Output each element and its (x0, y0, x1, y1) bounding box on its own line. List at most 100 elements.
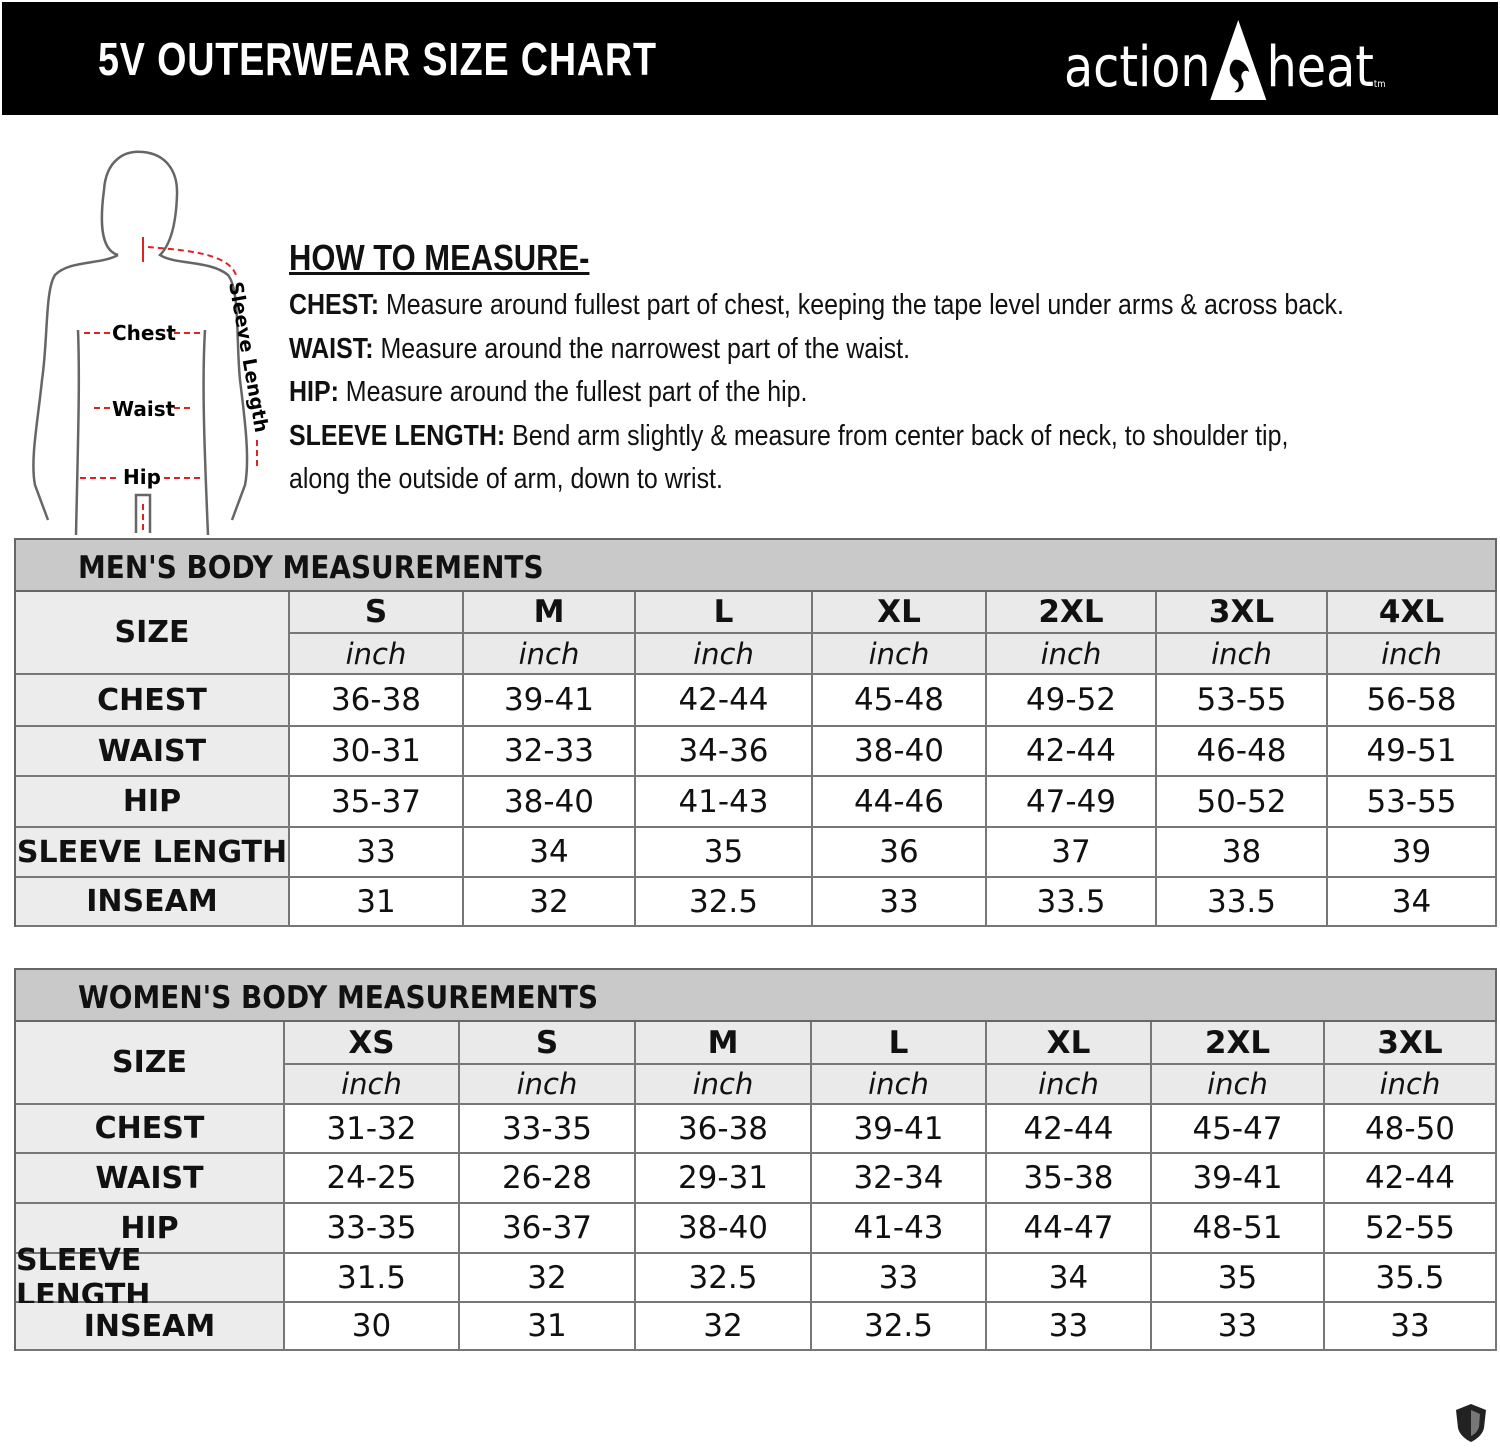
header-bar: 5V OUTERWEAR SIZE CHART action heat tm (2, 2, 1498, 115)
unit-label: inch (464, 634, 636, 675)
measure-term: WAIST: (289, 332, 374, 365)
table-cell: 44-46 (813, 777, 987, 828)
table-cell: 33-35 (460, 1105, 636, 1154)
table-cell: 42-44 (636, 675, 813, 727)
table-cell: 34 (1328, 878, 1497, 927)
table-cell: 39-41 (812, 1105, 987, 1154)
measure-term: SLEEVE LENGTH: (289, 419, 506, 452)
table-cell: 33 (812, 1254, 987, 1303)
measure-instruction: WAIST: Measure around the narrowest part… (289, 328, 1344, 372)
table-cell: 32.5 (636, 1254, 812, 1303)
table-cell: 31 (460, 1303, 636, 1351)
measure-text: Measure around the narrowest part of the… (373, 332, 911, 365)
table-cell: 45-47 (1152, 1105, 1325, 1154)
table-cell: 38-40 (813, 727, 987, 777)
waist-label: Waist (112, 397, 176, 421)
unit-label: inch (1152, 1065, 1325, 1105)
table-cell: 53-55 (1157, 675, 1328, 727)
table-cell: 49-51 (1328, 727, 1497, 777)
table-cell: 36-37 (460, 1204, 636, 1254)
shield-icon (1456, 1404, 1486, 1442)
table-cell: 33 (813, 878, 987, 927)
size-column-header: 3XL (1157, 592, 1328, 634)
table-cell: 45-48 (813, 675, 987, 727)
table-cell: 37 (987, 828, 1157, 878)
size-column-header: XL (987, 1022, 1152, 1065)
table-cell: 52-55 (1325, 1204, 1497, 1254)
body-measurement-figure: Chest Waist Hip Sleeve Length (32, 150, 272, 536)
chest-label: Chest (112, 321, 176, 345)
size-column-header: 3XL (1325, 1022, 1497, 1065)
table-title-text: WOMEN'S BODY MEASUREMENTS (78, 980, 599, 1016)
logo-text-left: action (1064, 35, 1211, 100)
table-cell: 35-37 (290, 777, 464, 828)
unit-label: inch (290, 634, 464, 675)
row-label: SLEEVE LENGTH (16, 828, 290, 878)
table-cell: 30 (285, 1303, 460, 1351)
measure-text: Measure around the fullest part of the h… (338, 376, 808, 408)
table-cell: 33 (290, 828, 464, 878)
table-cell: 31-32 (285, 1105, 460, 1154)
table-cell: 30-31 (290, 727, 464, 777)
table-cell: 35 (636, 828, 813, 878)
table-cell: 39-41 (464, 675, 636, 727)
unit-label: inch (987, 1065, 1152, 1105)
unit-label: inch (813, 634, 987, 675)
row-label: CHEST (16, 1105, 285, 1154)
unit-label: inch (1157, 634, 1328, 675)
table-cell: 35 (1152, 1254, 1325, 1303)
size-column-header: 2XL (987, 592, 1157, 634)
row-label: HIP (16, 1204, 285, 1254)
how-to-measure: HOW TO MEASURE- CHEST: Measure around fu… (289, 236, 1344, 502)
table-cell: 36-38 (636, 1105, 812, 1154)
row-label: WAIST (16, 1154, 285, 1204)
table-cell: 42-44 (987, 727, 1157, 777)
unit-label: inch (636, 634, 813, 675)
size-column-header: 2XL (1152, 1022, 1325, 1065)
sleeve-length-label: Sleeve Length (224, 280, 272, 434)
table-cell: 31.5 (285, 1254, 460, 1303)
row-label: INSEAM (16, 878, 290, 927)
table-cell: 39 (1328, 828, 1497, 878)
measure-term: CHEST: (289, 289, 380, 321)
size-column-header: S (460, 1022, 636, 1065)
table-cell: 41-43 (812, 1204, 987, 1254)
unit-label: inch (987, 634, 1157, 675)
unit-label: inch (285, 1065, 460, 1105)
measure-instruction: SLEEVE LENGTH: Bend arm slightly & measu… (289, 415, 1344, 459)
table-cell: 42-44 (987, 1105, 1152, 1154)
size-column-header: 4XL (1328, 592, 1497, 634)
table-cell: 38-40 (464, 777, 636, 828)
size-column-header: S (290, 592, 464, 634)
table-title-text: MEN'S BODY MEASUREMENTS (78, 550, 544, 586)
table-cell: 33 (1325, 1303, 1497, 1351)
size-column-header: M (636, 1022, 812, 1065)
measure-instruction: CHEST: Measure around fullest part of ch… (289, 284, 1344, 328)
table-cell: 34-36 (636, 727, 813, 777)
measure-text: Measure around fullest part of chest, ke… (379, 289, 1344, 321)
size-column-header: XL (813, 592, 987, 634)
table-cell: 48-51 (1152, 1204, 1325, 1254)
table-cell: 36-38 (290, 675, 464, 727)
table-cell: 32.5 (636, 878, 813, 927)
unit-label: inch (1328, 634, 1497, 675)
row-label: HIP (16, 777, 290, 828)
table-cell: 32 (464, 878, 636, 927)
flame-arrow-icon (1210, 20, 1267, 100)
table-cell: 29-31 (636, 1154, 812, 1204)
table-cell: 32.5 (812, 1303, 987, 1351)
table-cell: 33 (987, 1303, 1152, 1351)
table-cell: 41-43 (636, 777, 813, 828)
table-cell: 24-25 (285, 1154, 460, 1204)
hip-label: Hip (123, 465, 161, 489)
page-title: 5V OUTERWEAR SIZE CHART (98, 33, 657, 85)
measure-term: HIP: (289, 376, 339, 408)
size-header: SIZE (16, 1022, 285, 1105)
measure-text: Bend arm slightly & measure from center … (505, 419, 1289, 452)
sleeve-length-continuation: along the outside of arm, down to wrist. (289, 463, 723, 495)
row-label: INSEAM (16, 1303, 285, 1351)
table-cell: 35-38 (987, 1154, 1152, 1204)
table-cell: 32 (636, 1303, 812, 1351)
unit-label: inch (460, 1065, 636, 1105)
